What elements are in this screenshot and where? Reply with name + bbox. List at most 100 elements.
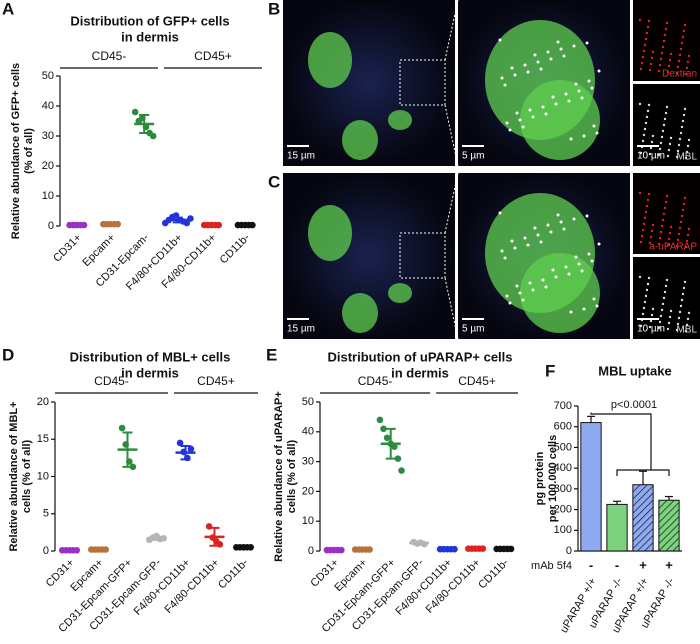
stain-dot xyxy=(641,312,645,316)
error-bar xyxy=(206,223,217,227)
stain-dot xyxy=(651,307,655,311)
stain-dot xyxy=(668,231,672,235)
data-point xyxy=(391,443,398,451)
stain-dot xyxy=(551,268,555,272)
stain-dot xyxy=(686,317,690,321)
stain-dot xyxy=(649,146,653,150)
stain-dot xyxy=(662,39,666,43)
stain-dot xyxy=(661,218,665,222)
stain-dot xyxy=(682,202,686,206)
stain-dot xyxy=(644,37,648,41)
stain-dot xyxy=(678,137,682,141)
stain-dot xyxy=(657,153,661,157)
stain-dot xyxy=(666,154,670,158)
stain-dot xyxy=(503,83,507,87)
chart-title: Distribution of MBL+ cells xyxy=(70,349,231,364)
stain-label: Dextran xyxy=(662,69,697,80)
y-tick-label: 10 xyxy=(42,190,54,202)
stain-dot xyxy=(649,319,653,323)
stain-dot xyxy=(556,40,560,44)
stain-dot xyxy=(646,198,650,202)
stain-dot xyxy=(556,213,560,217)
stain-dot xyxy=(546,223,550,227)
stain-dot xyxy=(559,220,563,224)
y-tick-label: 20 xyxy=(302,485,314,497)
stain-dot xyxy=(678,53,682,57)
stain-dot xyxy=(684,329,688,333)
stain-dot xyxy=(567,99,571,103)
stain-dot xyxy=(510,239,514,243)
stain-dot xyxy=(646,282,650,286)
stain-dot xyxy=(649,62,653,66)
stain-dot xyxy=(683,107,687,111)
y-axis-label: cells (% of all) xyxy=(286,439,298,513)
stain-dot xyxy=(503,256,507,260)
stain-dot xyxy=(526,243,530,247)
bracket-label: CD45+ xyxy=(194,49,232,63)
stain-dot xyxy=(664,27,668,31)
stain-dot xyxy=(544,112,548,116)
stain-dot xyxy=(577,262,581,266)
data-point xyxy=(183,219,191,227)
data-point xyxy=(398,467,405,474)
stain-dot xyxy=(640,61,644,65)
y-axis-label: per 100.000 cells xyxy=(547,435,559,522)
panel-label: E xyxy=(266,345,277,364)
cell xyxy=(342,293,378,333)
stain-dot xyxy=(685,66,689,70)
error-bar xyxy=(238,545,249,550)
y-tick-label: 0 xyxy=(48,220,54,232)
stain-dot xyxy=(664,200,668,204)
y-tick-label: 5 xyxy=(43,508,49,520)
error-bar xyxy=(498,547,509,551)
bracket-label: CD45+ xyxy=(197,374,235,388)
stain-dot xyxy=(562,227,566,231)
scale-bar-label: 10 µm xyxy=(637,324,665,335)
stain-dot xyxy=(518,118,522,122)
stain-dot xyxy=(541,278,545,282)
y-tick-label: 500 xyxy=(554,441,572,453)
stain-dot xyxy=(660,135,664,139)
stain-dot xyxy=(515,284,519,288)
stain-dot xyxy=(666,70,670,74)
y-tick-label: 0 xyxy=(308,545,314,557)
stain-dot xyxy=(638,102,642,106)
error-bar xyxy=(385,427,396,460)
panel-label: B xyxy=(268,0,280,18)
stain-dot xyxy=(595,131,599,135)
stain-dot xyxy=(585,41,589,45)
y-tick-label: 50 xyxy=(302,396,314,408)
stain-dot xyxy=(658,63,662,67)
stain-dot xyxy=(643,216,647,220)
stain-dot xyxy=(675,244,679,248)
stain-dot xyxy=(650,56,654,60)
chart-title: Distribution of uPARAP+ cells xyxy=(327,349,512,364)
stain-dot xyxy=(681,208,685,212)
y-tick-label: 300 xyxy=(554,483,572,495)
bracket-label: CD45- xyxy=(92,49,127,63)
bracket-label: CD45- xyxy=(94,374,129,388)
micrograph xyxy=(633,173,700,254)
stain-dot xyxy=(665,194,669,198)
stain-dot xyxy=(680,298,684,302)
stain-dot xyxy=(572,44,576,48)
panel-label: A xyxy=(2,0,14,18)
stain-dot xyxy=(665,105,669,109)
stain-dot xyxy=(539,67,543,71)
scale-bar-label: 15 µm xyxy=(287,151,315,162)
stain-dot xyxy=(641,55,645,59)
y-tick-label: 100 xyxy=(554,524,572,536)
stain-dot xyxy=(685,150,689,154)
y-tick-label: 40 xyxy=(302,426,314,438)
treatment-label: mAb 5f4 xyxy=(531,560,572,572)
stain-dot xyxy=(662,123,666,127)
stain-dot xyxy=(677,143,681,147)
stain-dot xyxy=(595,304,599,308)
stain-dot xyxy=(668,142,672,146)
stain-dot xyxy=(677,59,681,63)
stain-dot xyxy=(687,311,691,315)
stain-dot xyxy=(554,102,558,106)
error-bar xyxy=(105,222,116,226)
y-tick-label: 30 xyxy=(42,130,54,142)
